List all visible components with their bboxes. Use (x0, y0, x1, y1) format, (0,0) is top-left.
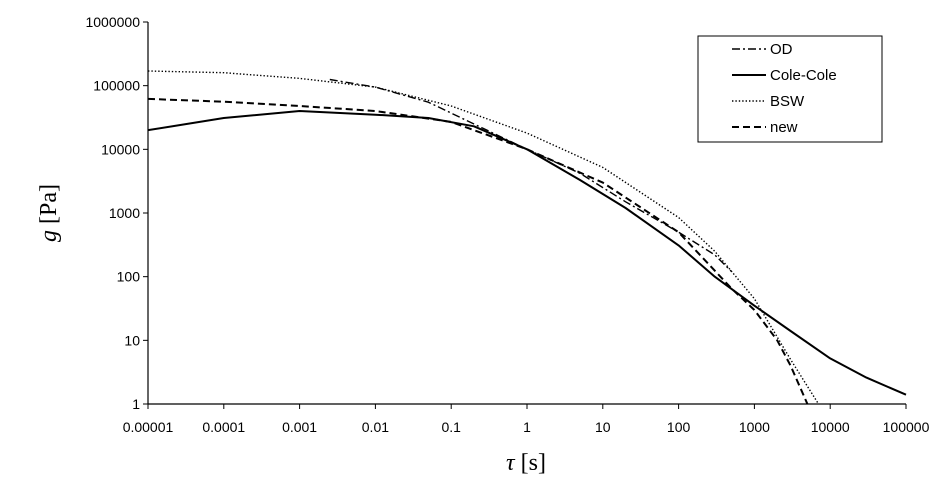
x-tick-label: 0.001 (282, 419, 317, 435)
x-tick-label: 0.00001 (123, 419, 174, 435)
y-axis-unit: [Pa] (36, 184, 62, 224)
series-line-new (148, 97, 809, 404)
legend-label-new: new (770, 119, 798, 136)
series-line-cole-cole (148, 110, 907, 396)
x-tick-label: 100000 (883, 419, 930, 435)
legend-box (697, 35, 883, 143)
x-tick-label: 0.01 (362, 419, 389, 435)
legend: OD Cole-Cole BSW new (697, 35, 883, 143)
x-axis-variable: τ (506, 450, 516, 476)
series-line-od (329, 78, 733, 273)
y-axis-title: g [Pa] (36, 184, 62, 242)
series-line-bsw (148, 70, 820, 404)
legend-label-bsw: BSW (770, 93, 805, 110)
x-axis-unit: [s] (521, 450, 546, 476)
legend-label-cole-cole: Cole-Cole (770, 67, 837, 84)
y-tick-label: 1000000 (85, 14, 140, 30)
x-tick-label: 1 (523, 419, 531, 435)
y-tick-label: 10000 (101, 141, 140, 157)
series-lines (148, 70, 907, 404)
y-tick-label: 10 (124, 332, 140, 348)
y-tick-label: 100 (117, 269, 141, 285)
x-tick-label: 10000 (811, 419, 850, 435)
x-tick-label: 0.0001 (202, 419, 245, 435)
y-tick-label: 100000 (93, 78, 140, 94)
y-tick-label: 1 (132, 396, 140, 412)
x-tick-label: 100 (667, 419, 691, 435)
legend-label-od: OD (770, 41, 793, 58)
y-axis-variable: g (36, 230, 62, 242)
x-tick-label: 1000 (739, 419, 770, 435)
y-tick-label: 1000 (109, 205, 140, 221)
x-tick-label: 0.1 (441, 419, 461, 435)
x-axis-title: τ [s] (506, 450, 546, 476)
axes: 1 10 100 1000 10000 100000 1000000 0.00001 0.000… (85, 14, 929, 435)
x-tick-label: 10 (595, 419, 611, 435)
